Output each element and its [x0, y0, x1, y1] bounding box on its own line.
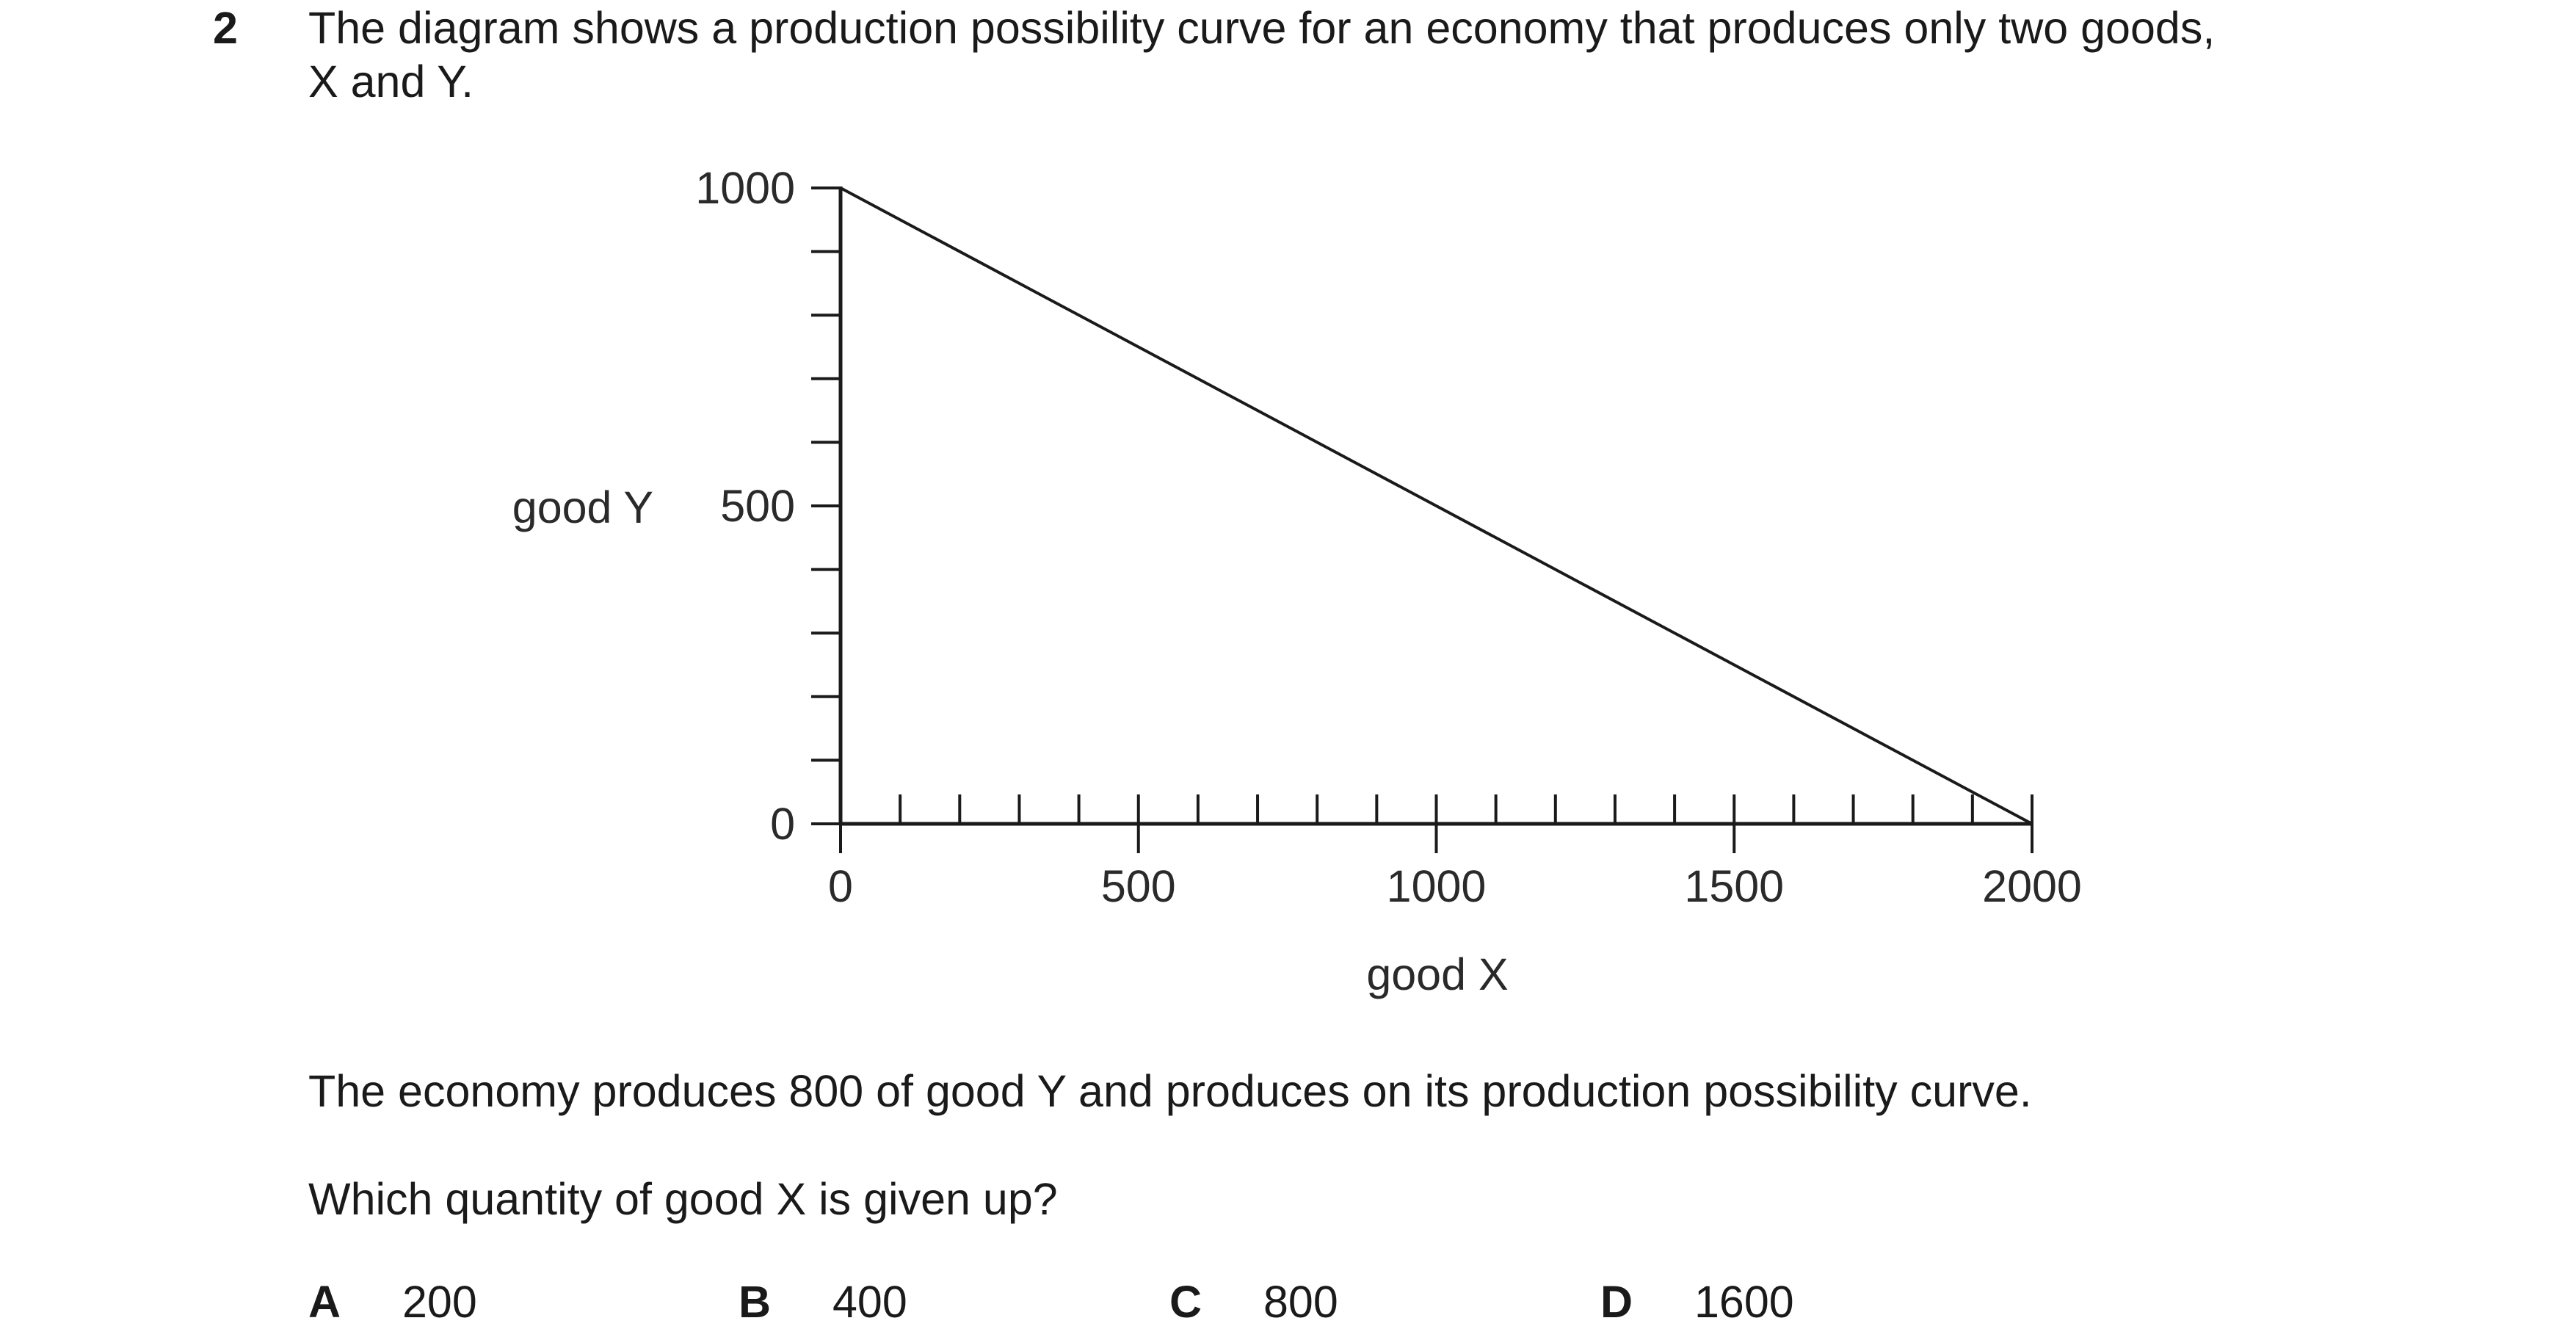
option-c-value: 800 — [1263, 1277, 1338, 1327]
x-axis-label: good X — [1366, 949, 1508, 999]
option-d-value: 1600 — [1694, 1277, 1794, 1327]
option-a-letter: A — [308, 1277, 341, 1327]
option-b-letter: B — [739, 1277, 772, 1327]
question-prompt: Which quantity of good X is given up? — [308, 1174, 1058, 1224]
question-text-line-1: The diagram shows a production possibili… — [308, 3, 2216, 53]
option-a-value: 200 — [402, 1277, 477, 1327]
option-b-value: 400 — [832, 1277, 907, 1327]
x-tick-label: 1000 — [1387, 861, 1487, 911]
option-d[interactable]: D 1600 — [1600, 1275, 1794, 1328]
x-axis: 0 500 1000 1500 2000 — [828, 794, 2082, 911]
ppc-line — [840, 186, 2033, 825]
x-tick-label: 500 — [1101, 861, 1176, 911]
option-b[interactable]: B 400 — [739, 1275, 907, 1328]
y-axis: 0 500 1000 — [695, 163, 843, 849]
question-number: 2 — [213, 3, 238, 53]
option-a[interactable]: A 200 — [308, 1275, 477, 1328]
y-axis-label: good Y — [512, 482, 653, 532]
question-text-line-2: X and Y. — [308, 57, 474, 106]
ppc-chart: 0 500 1000 0 500 1000 1500 2000 good Y good X — [512, 163, 2082, 999]
option-d-letter: D — [1600, 1277, 1633, 1327]
question-statement: The economy produces 800 of good Y and p… — [308, 1066, 2032, 1116]
y-tick-label: 0 — [770, 799, 795, 849]
option-c[interactable]: C 800 — [1169, 1275, 1338, 1328]
y-tick-label: 1000 — [695, 163, 795, 213]
x-tick-label: 2000 — [1982, 861, 2082, 911]
x-tick-label: 1500 — [1684, 861, 1784, 911]
y-tick-label: 500 — [720, 481, 795, 531]
question-text: The diagram shows a production possibili… — [308, 1, 2437, 109]
ppc-series — [840, 186, 2033, 825]
x-tick-label: 0 — [828, 861, 853, 911]
option-c-letter: C — [1169, 1277, 1202, 1327]
